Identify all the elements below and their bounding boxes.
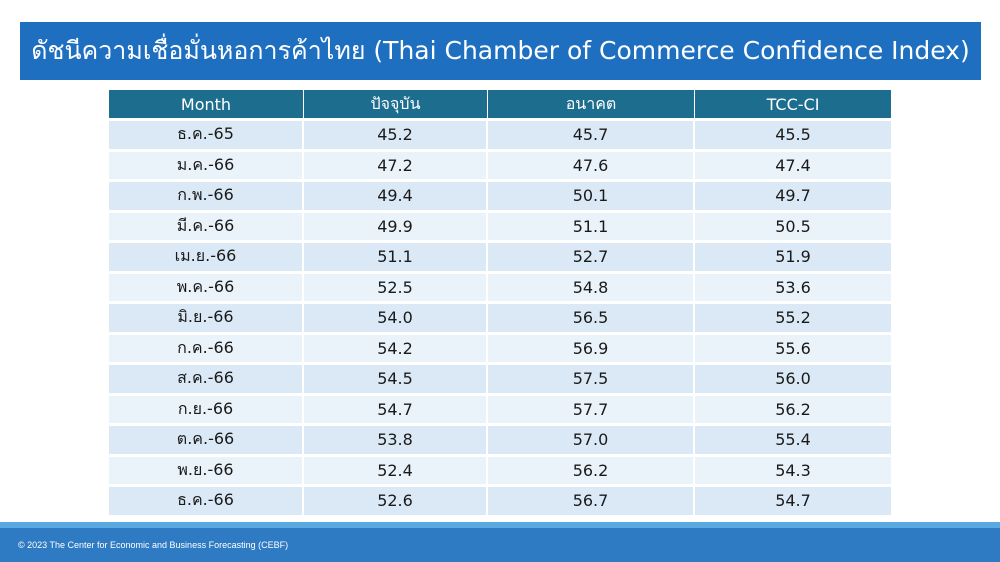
cell-tcc-ci: 55.2: [695, 304, 891, 332]
page-title: ดัชนีความเชื่อมั่นหอการค้าไทย (Thai Cham…: [31, 36, 970, 65]
cell-month: ธ.ค.-65: [109, 121, 304, 149]
table-row: ก.ค.-66 54.2 56.9 55.6: [109, 334, 891, 362]
cell-future: 56.7: [488, 487, 695, 515]
cell-tcc-ci: 56.2: [695, 395, 891, 423]
cell-month: พ.ค.-66: [109, 273, 304, 301]
column-header-tcc-ci: TCC-CI: [695, 90, 891, 118]
cell-tcc-ci: 49.7: [695, 182, 891, 210]
cell-future: 57.7: [488, 395, 695, 423]
cell-tcc-ci: 45.5: [695, 121, 891, 149]
cell-current: 52.6: [304, 487, 488, 515]
cell-future: 56.5: [488, 304, 695, 332]
table-header-row: Month ปัจจุบัน อนาคต TCC-CI: [109, 90, 891, 118]
column-header-month: Month: [109, 90, 304, 118]
cell-future: 47.6: [488, 151, 695, 179]
table-row: ต.ค.-66 53.8 57.0 55.4: [109, 426, 891, 454]
cell-current: 49.9: [304, 212, 488, 240]
column-header-current: ปัจจุบัน: [304, 90, 488, 118]
cell-tcc-ci: 56.0: [695, 365, 891, 393]
cell-current: 49.4: [304, 182, 488, 210]
cell-current: 54.0: [304, 304, 488, 332]
cell-month: เม.ย.-66: [109, 243, 304, 271]
table-row: ก.พ.-66 49.4 50.1 49.7: [109, 182, 891, 210]
table-row: พ.ย.-66 52.4 56.2 54.3: [109, 456, 891, 484]
cell-month: ม.ค.-66: [109, 151, 304, 179]
table-row: เม.ย.-66 51.1 52.7 51.9: [109, 243, 891, 271]
table-row: มิ.ย.-66 54.0 56.5 55.2: [109, 304, 891, 332]
copyright-text: © 2023 The Center for Economic and Busin…: [18, 540, 289, 550]
cell-month: ธ.ค.-66: [109, 487, 304, 515]
cell-future: 52.7: [488, 243, 695, 271]
cell-current: 52.4: [304, 456, 488, 484]
cell-month: มี.ค.-66: [109, 212, 304, 240]
cell-tcc-ci: 55.4: [695, 426, 891, 454]
cell-future: 57.0: [488, 426, 695, 454]
cell-current: 54.2: [304, 334, 488, 362]
cell-future: 50.1: [488, 182, 695, 210]
title-banner: ดัชนีความเชื่อมั่นหอการค้าไทย (Thai Cham…: [20, 22, 981, 80]
cell-current: 54.7: [304, 395, 488, 423]
cell-tcc-ci: 47.4: [695, 151, 891, 179]
cell-month: ก.ค.-66: [109, 334, 304, 362]
footer-bar: © 2023 The Center for Economic and Busin…: [0, 528, 1000, 562]
cell-future: 56.9: [488, 334, 695, 362]
cell-current: 52.5: [304, 273, 488, 301]
confidence-index-table: Month ปัจจุบัน อนาคต TCC-CI ธ.ค.-65 45.2 4…: [109, 87, 891, 518]
cell-current: 45.2: [304, 121, 488, 149]
cell-month: มิ.ย.-66: [109, 304, 304, 332]
cell-future: 45.7: [488, 121, 695, 149]
cell-future: 57.5: [488, 365, 695, 393]
cell-future: 56.2: [488, 456, 695, 484]
cell-future: 54.8: [488, 273, 695, 301]
cell-month: ก.พ.-66: [109, 182, 304, 210]
table-row: ธ.ค.-65 45.2 45.7 45.5: [109, 121, 891, 149]
table-body: ธ.ค.-65 45.2 45.7 45.5 ม.ค.-66 47.2 47.6 47.4 ก.…: [109, 121, 891, 515]
cell-tcc-ci: 55.6: [695, 334, 891, 362]
table-row: ก.ย.-66 54.7 57.7 56.2: [109, 395, 891, 423]
cell-month: ก.ย.-66: [109, 395, 304, 423]
table-row: ธ.ค.-66 52.6 56.7 54.7: [109, 487, 891, 515]
cell-tcc-ci: 50.5: [695, 212, 891, 240]
cell-current: 47.2: [304, 151, 488, 179]
cell-future: 51.1: [488, 212, 695, 240]
cell-month: พ.ย.-66: [109, 456, 304, 484]
cell-month: ต.ค.-66: [109, 426, 304, 454]
column-header-future: อนาคต: [488, 90, 695, 118]
cell-tcc-ci: 53.6: [695, 273, 891, 301]
table-row: มี.ค.-66 49.9 51.1 50.5: [109, 212, 891, 240]
cell-current: 54.5: [304, 365, 488, 393]
cell-tcc-ci: 54.3: [695, 456, 891, 484]
cell-current: 53.8: [304, 426, 488, 454]
cell-tcc-ci: 51.9: [695, 243, 891, 271]
table-row: ส.ค.-66 54.5 57.5 56.0: [109, 365, 891, 393]
cell-month: ส.ค.-66: [109, 365, 304, 393]
cell-tcc-ci: 54.7: [695, 487, 891, 515]
table-row: พ.ค.-66 52.5 54.8 53.6: [109, 273, 891, 301]
cell-current: 51.1: [304, 243, 488, 271]
table-row: ม.ค.-66 47.2 47.6 47.4: [109, 151, 891, 179]
footer-accent-line: [0, 522, 1000, 528]
